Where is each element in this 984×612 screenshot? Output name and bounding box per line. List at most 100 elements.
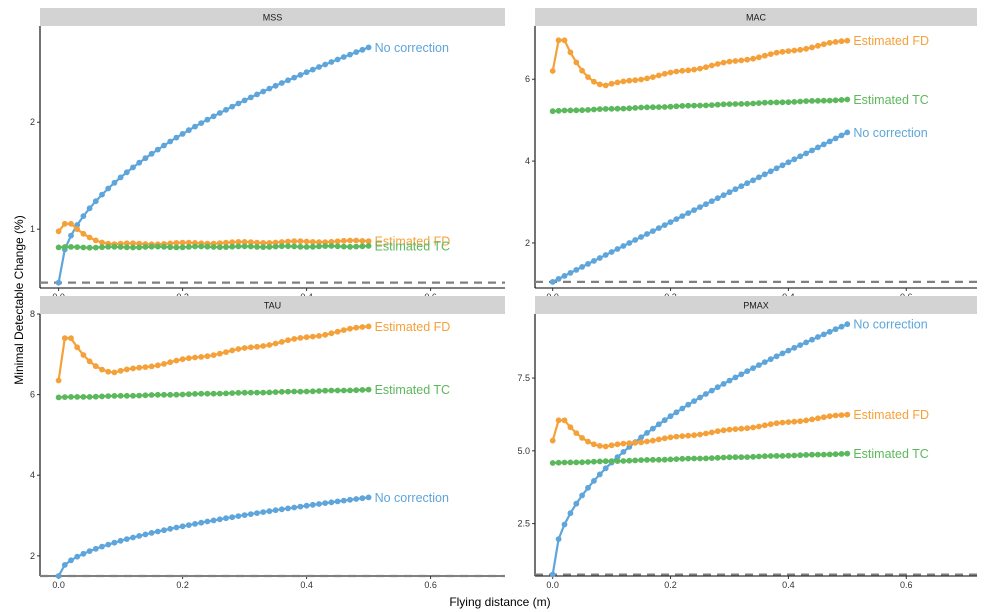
data-point-estimated-fd <box>585 74 591 80</box>
data-point-no-correction <box>791 156 798 163</box>
data-point-estimated-fd <box>297 238 304 245</box>
data-point-no-correction <box>838 132 845 139</box>
data-point-no-correction <box>111 179 118 186</box>
data-point-estimated-tc <box>708 102 715 108</box>
data-point-no-correction <box>204 518 211 525</box>
data-point-no-correction <box>667 413 674 420</box>
data-point-estimated-tc <box>198 243 205 250</box>
data-point-estimated-fd <box>761 422 768 429</box>
y-tick-label: 2 <box>30 117 35 127</box>
data-point-no-correction <box>347 496 353 503</box>
data-point-estimated-fd <box>285 238 291 245</box>
data-point-no-correction <box>561 273 568 279</box>
data-point-no-correction <box>591 478 597 484</box>
data-point-no-correction <box>167 138 174 145</box>
data-point-no-correction <box>303 69 310 76</box>
series-label-estimated-fd: Estimated FD <box>375 320 451 334</box>
x-tick-label: 0.0 <box>52 580 65 590</box>
data-point-no-correction <box>260 88 267 95</box>
data-point-no-correction <box>74 222 81 228</box>
data-point-estimated-fd <box>223 349 229 355</box>
data-point-no-correction <box>130 534 136 541</box>
data-point-estimated-fd <box>291 336 298 342</box>
data-point-estimated-tc <box>738 454 745 461</box>
data-point-estimated-fd <box>744 56 751 63</box>
data-point-no-correction <box>661 222 668 229</box>
data-point-estimated-tc <box>673 456 680 462</box>
data-point-estimated-tc <box>555 107 562 114</box>
data-point-estimated-tc <box>179 391 186 398</box>
panel-strip <box>535 8 977 26</box>
data-point-no-correction <box>148 150 155 157</box>
data-point-estimated-fd <box>216 240 223 247</box>
data-point-no-correction <box>767 168 774 175</box>
data-point-no-correction <box>703 391 709 397</box>
data-point-estimated-tc <box>691 455 697 462</box>
data-point-estimated-fd <box>667 69 674 76</box>
data-point-estimated-tc <box>229 390 236 396</box>
data-point-estimated-tc <box>74 244 81 251</box>
data-point-estimated-tc <box>241 389 248 396</box>
data-point-no-correction <box>750 177 756 184</box>
data-point-estimated-fd <box>791 418 798 425</box>
data-point-estimated-fd <box>117 367 124 374</box>
data-point-no-correction <box>732 374 739 381</box>
x-tick-label: 0.4 <box>300 580 313 590</box>
data-point-estimated-tc <box>756 100 762 106</box>
data-point-no-correction <box>714 195 721 202</box>
data-point-estimated-tc <box>340 243 347 250</box>
data-point-no-correction <box>161 142 167 149</box>
data-point-no-correction <box>216 516 223 523</box>
data-point-estimated-tc <box>272 389 279 395</box>
y-tick-label: 2 <box>30 551 35 561</box>
data-point-no-correction <box>142 155 149 162</box>
panel-strip <box>40 8 505 26</box>
data-point-estimated-fd <box>614 441 621 448</box>
data-point-no-correction <box>353 49 360 55</box>
y-axis-title: Minimal Detectable Change (%) <box>12 215 26 384</box>
data-point-estimated-tc <box>620 458 627 464</box>
data-point-estimated-tc <box>726 454 733 461</box>
data-point-no-correction <box>272 82 279 89</box>
data-point-estimated-fd <box>703 430 709 437</box>
data-point-no-correction <box>291 504 298 511</box>
data-point-estimated-fd <box>726 58 733 65</box>
data-point-estimated-tc <box>247 389 254 396</box>
data-point-estimated-tc <box>55 394 62 401</box>
data-point-estimated-tc <box>55 244 62 251</box>
y-tick-label: 4 <box>30 470 35 480</box>
data-point-estimated-fd <box>826 413 833 420</box>
data-point-estimated-tc <box>204 390 211 397</box>
data-point-estimated-fd <box>229 347 236 354</box>
data-point-estimated-fd <box>703 64 709 71</box>
series-label-estimated-tc: Estimated TC <box>375 239 451 253</box>
data-point-estimated-fd <box>773 49 780 56</box>
data-point-estimated-fd <box>561 37 568 44</box>
data-point-estimated-fd <box>567 424 574 431</box>
data-point-no-correction <box>192 123 198 130</box>
data-point-no-correction <box>773 353 780 360</box>
data-point-no-correction <box>644 430 650 436</box>
data-point-no-correction <box>573 500 580 507</box>
data-point-estimated-fd <box>650 74 656 80</box>
data-point-estimated-fd <box>809 416 815 423</box>
data-point-estimated-tc <box>773 99 780 106</box>
data-point-no-correction <box>123 536 130 542</box>
data-point-no-correction <box>285 505 291 512</box>
data-point-estimated-fd <box>322 331 329 338</box>
data-point-no-correction <box>679 405 686 412</box>
data-point-no-correction <box>99 191 105 198</box>
y-tick-label: 7.5 <box>517 373 530 383</box>
data-point-no-correction <box>844 321 851 328</box>
data-point-no-correction <box>697 394 703 401</box>
data-point-estimated-tc <box>697 102 703 109</box>
data-point-no-correction <box>241 97 248 104</box>
data-point-estimated-fd <box>573 59 580 66</box>
data-point-no-correction <box>154 528 161 535</box>
data-point-estimated-tc <box>278 388 285 395</box>
data-point-estimated-fd <box>80 230 87 237</box>
data-point-estimated-fd <box>111 369 118 376</box>
data-point-estimated-fd <box>92 363 99 370</box>
data-point-estimated-tc <box>61 394 68 400</box>
data-point-estimated-fd <box>347 237 353 244</box>
